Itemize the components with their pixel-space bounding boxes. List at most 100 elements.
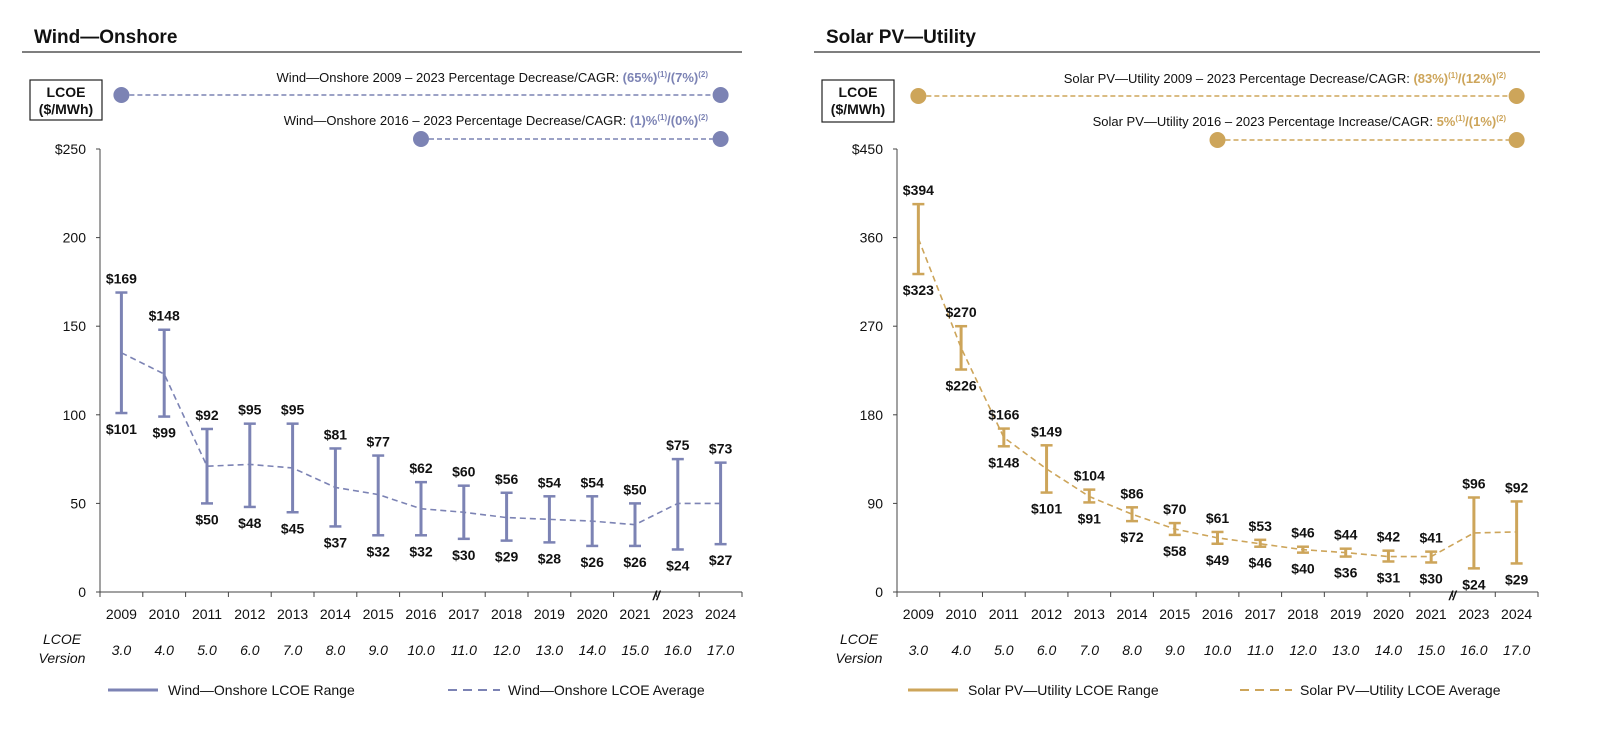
average-line bbox=[917, 238, 1517, 558]
low-value-label: $30 bbox=[1419, 570, 1443, 586]
low-value-label: $148 bbox=[988, 454, 1019, 470]
cagr-annotation: Solar PV—Utility 2016 – 2023 Percentage … bbox=[1093, 114, 1507, 129]
low-value-label: $32 bbox=[367, 543, 391, 559]
x-tick-label: 2013 bbox=[277, 606, 308, 622]
x-tick-label: 2011 bbox=[989, 606, 1019, 622]
cagr-annotation-part: Solar PV—Utility 2016 – 2023 Percentage … bbox=[1093, 114, 1437, 129]
lcoe-version-label: 9.0 bbox=[1165, 642, 1185, 658]
low-value-label: $50 bbox=[195, 511, 219, 527]
high-value-label: $166 bbox=[988, 407, 1019, 423]
y-tick-label: 200 bbox=[63, 230, 87, 246]
high-value-label: $62 bbox=[409, 460, 433, 476]
x-tick-label: 2023 bbox=[662, 606, 693, 622]
x-tick-label: 2019 bbox=[1330, 606, 1361, 622]
cagr-endpoint bbox=[910, 88, 927, 104]
x-tick-label: 2012 bbox=[1031, 606, 1062, 622]
lcoe-version-label: 16.0 bbox=[664, 642, 691, 658]
y-tick-label: 180 bbox=[860, 407, 884, 423]
low-value-label: $30 bbox=[452, 547, 476, 563]
high-value-label: $41 bbox=[1419, 530, 1443, 546]
lcoe-version-label: 9.0 bbox=[368, 642, 388, 658]
low-value-label: $28 bbox=[538, 550, 562, 566]
high-value-label: $95 bbox=[281, 402, 305, 418]
x-tick-label: 2018 bbox=[1287, 606, 1318, 622]
lcoe-version-label: 12.0 bbox=[493, 642, 520, 658]
lcoe-version-label: 15.0 bbox=[621, 642, 648, 658]
high-value-label: $75 bbox=[666, 437, 690, 453]
low-value-label: $32 bbox=[409, 543, 433, 559]
lcoe-version-label: 5.0 bbox=[994, 642, 1014, 658]
cagr-annotation-part: (0%) bbox=[671, 113, 698, 128]
low-value-label: $323 bbox=[903, 282, 934, 298]
cagr-annotation-part: / bbox=[667, 113, 671, 128]
low-value-label: $72 bbox=[1120, 529, 1144, 545]
cagr-annotation-part: (7%) bbox=[671, 70, 698, 85]
y-tick-label: 150 bbox=[63, 318, 87, 334]
high-value-label: $92 bbox=[195, 407, 219, 423]
cagr-endpoint bbox=[712, 87, 729, 103]
cagr-annotation-part: (1) bbox=[1448, 71, 1458, 80]
high-value-label: $270 bbox=[946, 304, 977, 320]
low-value-label: $36 bbox=[1334, 565, 1358, 581]
high-value-label: $86 bbox=[1120, 485, 1144, 501]
x-tick-label: 2023 bbox=[1458, 606, 1489, 622]
cagr-annotation-part: (2) bbox=[698, 113, 708, 122]
low-value-label: $24 bbox=[666, 557, 690, 573]
cagr-annotation-part: / bbox=[1465, 114, 1469, 129]
x-tick-label: 2009 bbox=[106, 606, 137, 622]
cagr-annotation-part: (2) bbox=[1496, 114, 1506, 123]
lcoe-version-caption: Version bbox=[39, 650, 86, 666]
legend-average-label: Wind—Onshore LCOE Average bbox=[508, 682, 705, 698]
lcoe-version-caption: LCOE bbox=[840, 631, 879, 647]
low-value-label: $40 bbox=[1291, 561, 1315, 577]
cagr-annotation-part: 5% bbox=[1437, 114, 1456, 129]
high-value-label: $50 bbox=[623, 481, 647, 497]
y-axis-label-unit: ($/MWh) bbox=[39, 101, 93, 117]
axis-break-mark: // bbox=[652, 588, 662, 603]
x-tick-label: 2009 bbox=[903, 606, 934, 622]
low-value-label: $26 bbox=[623, 554, 647, 570]
y-tick-label: $250 bbox=[55, 141, 86, 157]
solar-pv-utility-chart: Solar PV—UtilityLCOE($/MWh)090180270360$… bbox=[814, 27, 1540, 698]
high-value-label: $104 bbox=[1074, 468, 1105, 484]
x-tick-label: 2017 bbox=[448, 606, 479, 622]
y-axis-label: LCOE bbox=[47, 84, 86, 100]
low-value-label: $26 bbox=[581, 554, 605, 570]
low-value-label: $48 bbox=[238, 515, 262, 531]
x-tick-label: 2024 bbox=[705, 606, 736, 622]
high-value-label: $42 bbox=[1377, 529, 1401, 545]
lcoe-version-label: 6.0 bbox=[1037, 642, 1057, 658]
lcoe-version-label: 14.0 bbox=[1375, 642, 1402, 658]
lcoe-version-label: 10.0 bbox=[1204, 642, 1231, 658]
x-tick-label: 2015 bbox=[1159, 606, 1190, 622]
low-value-label: $91 bbox=[1078, 510, 1102, 526]
y-tick-label: 270 bbox=[860, 318, 884, 334]
cagr-annotation-part: (1)% bbox=[630, 113, 658, 128]
cagr-endpoint bbox=[1508, 88, 1525, 104]
cagr-endpoint bbox=[1209, 132, 1226, 148]
cagr-annotation-part: (1) bbox=[1455, 114, 1465, 123]
x-tick-label: 2013 bbox=[1074, 606, 1105, 622]
high-value-label: $56 bbox=[495, 471, 519, 487]
y-tick-label: 90 bbox=[867, 495, 883, 511]
low-value-label: $101 bbox=[1031, 501, 1062, 517]
lcoe-version-label: 4.0 bbox=[154, 642, 174, 658]
low-value-label: $99 bbox=[153, 425, 177, 441]
cagr-annotation-part: Wind—Onshore 2009 – 2023 Percentage Decr… bbox=[277, 70, 623, 85]
low-value-label: $226 bbox=[946, 378, 977, 394]
cagr-annotation-part: (1) bbox=[657, 113, 667, 122]
cagr-annotation-part: (1) bbox=[657, 70, 667, 79]
high-value-label: $54 bbox=[538, 474, 562, 490]
lcoe-version-label: 7.0 bbox=[1080, 642, 1100, 658]
low-value-label: $46 bbox=[1249, 555, 1273, 571]
x-tick-label: 2021 bbox=[619, 606, 650, 622]
cagr-annotation-part: (12%) bbox=[1462, 71, 1497, 86]
lcoe-version-label: 4.0 bbox=[951, 642, 971, 658]
x-tick-label: 2016 bbox=[1202, 606, 1233, 622]
lcoe-version-label: 12.0 bbox=[1289, 642, 1316, 658]
cagr-annotation: Wind—Onshore 2009 – 2023 Percentage Decr… bbox=[277, 70, 709, 85]
high-value-label: $96 bbox=[1462, 475, 1486, 491]
y-tick-label: 0 bbox=[78, 584, 86, 600]
lcoe-version-label: 15.0 bbox=[1418, 642, 1445, 658]
x-tick-label: 2018 bbox=[491, 606, 522, 622]
